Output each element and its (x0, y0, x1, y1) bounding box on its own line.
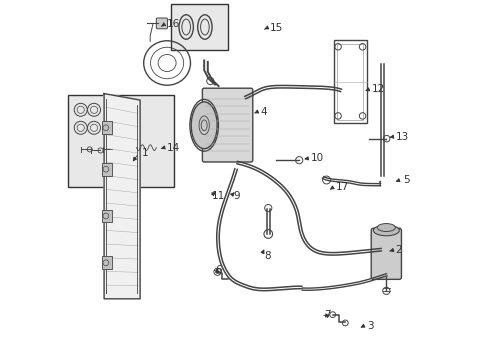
FancyBboxPatch shape (370, 228, 401, 279)
Text: 10: 10 (310, 153, 324, 163)
Bar (102, 210, 112, 222)
Text: 9: 9 (233, 191, 240, 201)
Bar (102, 163, 112, 176)
Polygon shape (104, 94, 140, 299)
Text: 13: 13 (395, 132, 408, 142)
Bar (102, 256, 112, 269)
Bar (102, 121, 112, 134)
Text: 15: 15 (269, 23, 283, 33)
FancyBboxPatch shape (156, 18, 167, 29)
Text: 5: 5 (402, 175, 408, 185)
Text: 4: 4 (260, 107, 267, 117)
Text: 2: 2 (395, 245, 402, 255)
Text: 12: 12 (371, 84, 385, 94)
Bar (170, 4, 228, 50)
Text: 14: 14 (167, 143, 180, 153)
Ellipse shape (377, 224, 395, 231)
FancyBboxPatch shape (202, 88, 252, 162)
Text: 7: 7 (323, 310, 330, 320)
Text: 17: 17 (336, 182, 349, 192)
Text: 11: 11 (212, 191, 225, 201)
Text: 16: 16 (167, 19, 180, 30)
Text: 3: 3 (366, 321, 373, 331)
Ellipse shape (373, 225, 399, 236)
Bar (337, 44, 363, 120)
Bar (333, 40, 366, 123)
Bar (122, 143, 133, 152)
Bar (68, 95, 174, 187)
Text: 1: 1 (142, 148, 148, 158)
Text: 8: 8 (264, 251, 270, 261)
Text: 6: 6 (215, 265, 221, 275)
Ellipse shape (191, 102, 217, 149)
